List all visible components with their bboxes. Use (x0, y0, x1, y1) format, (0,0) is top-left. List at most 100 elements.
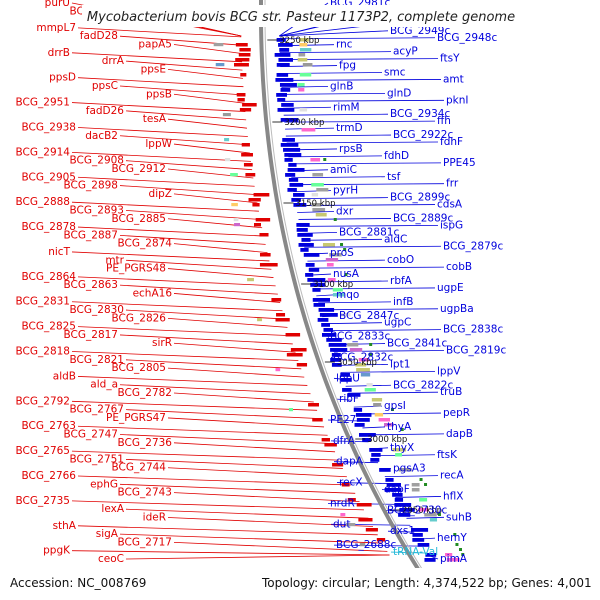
reverse-gene-block (324, 443, 337, 447)
category-block (329, 253, 342, 257)
category-block (364, 388, 376, 392)
gene-label: BCG_2908 (70, 155, 124, 167)
connector-line (365, 433, 445, 436)
connector-line (280, 72, 383, 74)
gene-label: pimA (440, 553, 468, 565)
gene-label: ugpBa (440, 303, 474, 315)
forward-gene-block (355, 413, 372, 417)
forward-gene-block (276, 93, 287, 97)
category-block (345, 523, 356, 527)
reverse-gene-block (235, 43, 248, 47)
gene-label: BCG_2766 (22, 470, 77, 482)
gc-marker (458, 548, 462, 551)
gene-label: amt (443, 73, 464, 85)
gene-label: suhB (446, 511, 472, 523)
forward-gene-block (287, 168, 305, 172)
connector-line (71, 351, 299, 361)
connector-line (77, 127, 248, 137)
gene-label: BCG_2898 (64, 180, 118, 192)
connector-line (125, 259, 272, 270)
forward-gene-block (356, 418, 370, 422)
connector-line (316, 294, 335, 297)
gene-label: nrdR (330, 497, 355, 509)
gene-label: ftsK (437, 449, 458, 461)
category-block (384, 423, 394, 427)
backbone-inner-arc (264, 0, 443, 600)
gene-label: mmpL7 (36, 22, 76, 34)
gc-marker (419, 478, 423, 481)
gene-label: ppsC (92, 80, 118, 92)
connector-line (71, 550, 390, 556)
reverse-gene-block (240, 73, 247, 77)
forward-gene-block (308, 268, 320, 272)
gene-label: BCG_2818 (16, 346, 70, 358)
gene-label: BCG_2905 (22, 171, 76, 183)
reverse-gene-block (237, 98, 245, 102)
forward-gene-block (274, 53, 291, 57)
gene-label: BCG_2938 (22, 121, 76, 133)
connector-line (297, 211, 335, 213)
connector-line (125, 409, 321, 420)
connector-line (284, 120, 436, 123)
category-block (311, 193, 319, 197)
forward-gene-block (275, 78, 294, 82)
reverse-gene-block (347, 498, 356, 502)
forward-gene-block (296, 223, 310, 227)
gene-label: lppW (145, 138, 172, 150)
forward-gene-block (278, 58, 293, 62)
forward-gene-block (279, 83, 297, 87)
category-block (316, 188, 329, 192)
forward-gene-block (385, 478, 394, 482)
forward-gene-block (399, 508, 415, 512)
category-block (358, 358, 370, 362)
tick-label: 3250 kbp (279, 36, 319, 46)
category-block (340, 513, 346, 517)
forward-gene-block (288, 178, 299, 182)
gene-label: glnB (330, 80, 353, 92)
forward-gene-block (354, 423, 365, 427)
forward-gene-block (282, 138, 295, 142)
connector-line (71, 102, 246, 112)
gene-label: fdhF (440, 136, 463, 148)
category-block (411, 488, 420, 492)
gene-label: fpg (339, 60, 356, 72)
gene-label: tsf (387, 171, 401, 183)
gc-marker (340, 243, 344, 246)
category-block (347, 343, 359, 347)
connector-line (119, 85, 245, 96)
category-block (298, 38, 309, 42)
gene-label: proS (330, 247, 354, 259)
connector-line (71, 52, 243, 63)
tick-label: 3200 kbp (284, 118, 324, 128)
category-block (445, 553, 453, 557)
forward-gene-block (293, 193, 305, 197)
forward-gene-block (303, 253, 320, 257)
kbp-ticks: 3250 kbp 3200 kbp 3150 kbp 3100 kbp 3050 kbp… (267, 36, 442, 516)
connector-line (119, 434, 332, 444)
gene-label: amiC (330, 164, 357, 176)
gc-marker (333, 218, 337, 221)
category-block (340, 313, 351, 317)
connector-line (173, 392, 314, 403)
gc-marker (369, 343, 373, 346)
forward-gene-block (362, 438, 372, 442)
gene-label: PE_PGRS48 (106, 263, 166, 275)
gene-label: dxs1 (390, 525, 415, 537)
gene-label: pknI (446, 94, 469, 106)
gene-label: BCG_2747 (64, 429, 118, 441)
reverse-gene-block (235, 58, 250, 62)
reverse-gene-block (358, 518, 373, 522)
forward-gene-block (326, 338, 342, 342)
connector-line (307, 259, 386, 262)
category-block (310, 158, 321, 162)
gene-label: gpsI (384, 400, 406, 412)
reverse-gene-block (259, 253, 271, 257)
gene-label: ispG (440, 219, 463, 231)
reverse-gene-block (254, 223, 261, 227)
connector-line (77, 77, 244, 88)
category-block (418, 508, 429, 512)
connector-line (318, 301, 392, 304)
gene-label: pgsA3 (393, 463, 426, 475)
reverse-gene-block (243, 163, 253, 167)
